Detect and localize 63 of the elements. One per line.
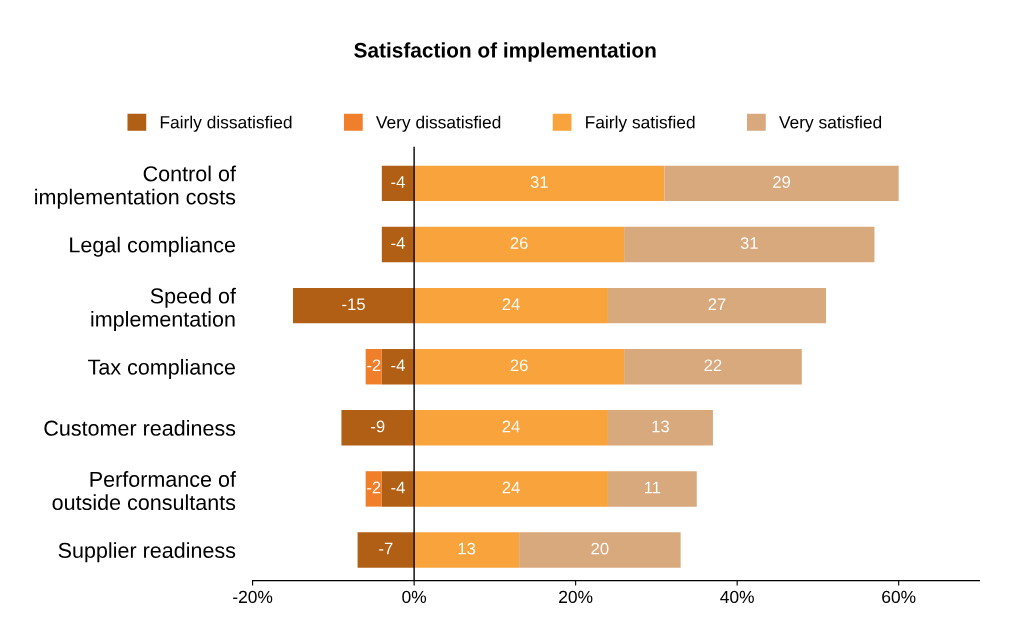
y-tick-label: Supplier readiness bbox=[58, 542, 236, 563]
data-label: -2 bbox=[367, 359, 381, 372]
bar bbox=[381, 226, 415, 263]
data-label: 11 bbox=[644, 481, 661, 494]
legend-label: Fairly dissatisfied bbox=[160, 115, 292, 132]
x-tick-label: 20% bbox=[559, 590, 593, 604]
bar bbox=[624, 348, 802, 385]
data-label: 31 bbox=[530, 176, 548, 188]
bar bbox=[365, 348, 382, 385]
bar bbox=[357, 532, 415, 568]
y-tick-label: Speed of implementation bbox=[91, 287, 236, 332]
bar bbox=[381, 348, 415, 385]
data-label: 20 bbox=[591, 542, 609, 555]
bar bbox=[519, 532, 681, 568]
bar bbox=[381, 165, 415, 202]
bar bbox=[624, 226, 875, 263]
y-tick-label: Performance of outside consultants bbox=[52, 471, 236, 511]
x-tick-label: 0% bbox=[402, 590, 427, 604]
data-label: -7 bbox=[379, 542, 393, 555]
bar bbox=[365, 471, 382, 507]
data-label: -15 bbox=[342, 298, 365, 311]
bar bbox=[664, 165, 899, 202]
legend-label: Very dissatisfied bbox=[375, 115, 501, 132]
x-tick-label: -20% bbox=[233, 590, 273, 604]
data-label: 13 bbox=[652, 420, 669, 433]
data-label: 22 bbox=[704, 359, 722, 372]
bar bbox=[414, 532, 520, 568]
bar bbox=[414, 348, 625, 385]
y-tick-label: Legal compliance bbox=[70, 236, 235, 257]
data-label: -2 bbox=[367, 481, 381, 494]
x-tick-label: 60% bbox=[882, 590, 916, 604]
bar bbox=[607, 410, 713, 446]
data-label: 26 bbox=[510, 237, 528, 249]
legend-label: Fairly satisfied bbox=[586, 115, 695, 132]
y-tick-label: Customer readiness bbox=[44, 420, 236, 436]
data-label: 29 bbox=[773, 176, 791, 188]
data-label: -4 bbox=[391, 481, 405, 494]
data-label: 26 bbox=[510, 359, 528, 372]
x-tick-label: 40% bbox=[720, 590, 754, 604]
legend-label: Very satisfied bbox=[779, 115, 882, 132]
data-label: 31 bbox=[740, 237, 758, 249]
bar bbox=[607, 471, 697, 507]
bar bbox=[414, 226, 625, 263]
bar bbox=[414, 471, 608, 507]
data-label: 24 bbox=[502, 298, 520, 310]
chart-title: Satisfaction of implementation bbox=[354, 42, 656, 62]
data-label: 24 bbox=[502, 481, 520, 494]
data-label: -4 bbox=[391, 237, 405, 249]
bar bbox=[414, 410, 608, 446]
bar bbox=[414, 165, 665, 202]
bar bbox=[414, 287, 608, 324]
bar bbox=[607, 287, 826, 324]
data-label: 27 bbox=[708, 298, 726, 310]
bar bbox=[381, 471, 415, 507]
data-label: 13 bbox=[458, 542, 476, 555]
y-tick-label: Control of implementation costs bbox=[35, 165, 236, 209]
data-label: -4 bbox=[391, 359, 405, 372]
data-label: -4 bbox=[391, 176, 405, 188]
data-label: -9 bbox=[371, 420, 385, 433]
bar bbox=[341, 410, 415, 446]
y-tick-label: Tax compliance bbox=[88, 358, 235, 379]
data-label: 24 bbox=[502, 420, 520, 433]
bar bbox=[292, 287, 415, 324]
